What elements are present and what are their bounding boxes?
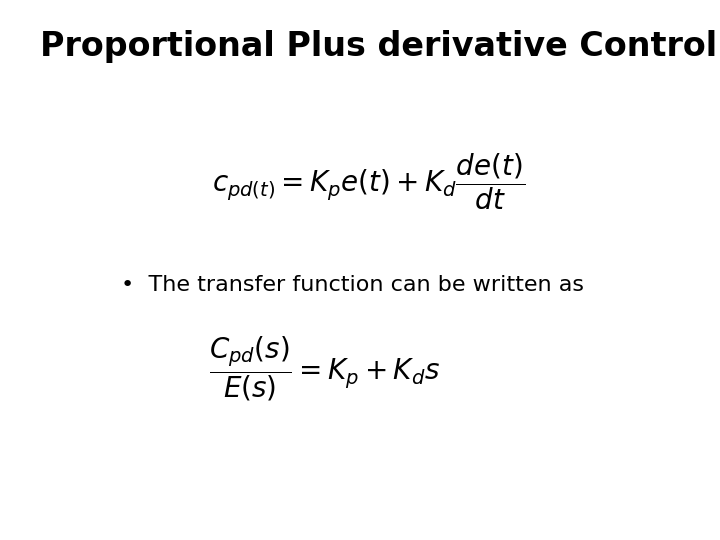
Text: $\dfrac{C_{pd}(s)}{E(s)} = K_p + K_d s$: $\dfrac{C_{pd}(s)}{E(s)} = K_p + K_d s$ xyxy=(209,334,440,403)
Text: Proportional Plus derivative Control (: Proportional Plus derivative Control ( xyxy=(40,30,720,63)
Text: $c_{pd(t)} = K_p e(t) + K_d \dfrac{de(t)}{dt}$: $c_{pd(t)} = K_p e(t) + K_d \dfrac{de(t)… xyxy=(212,151,526,212)
Text: •  The transfer function can be written as: • The transfer function can be written a… xyxy=(121,275,584,295)
